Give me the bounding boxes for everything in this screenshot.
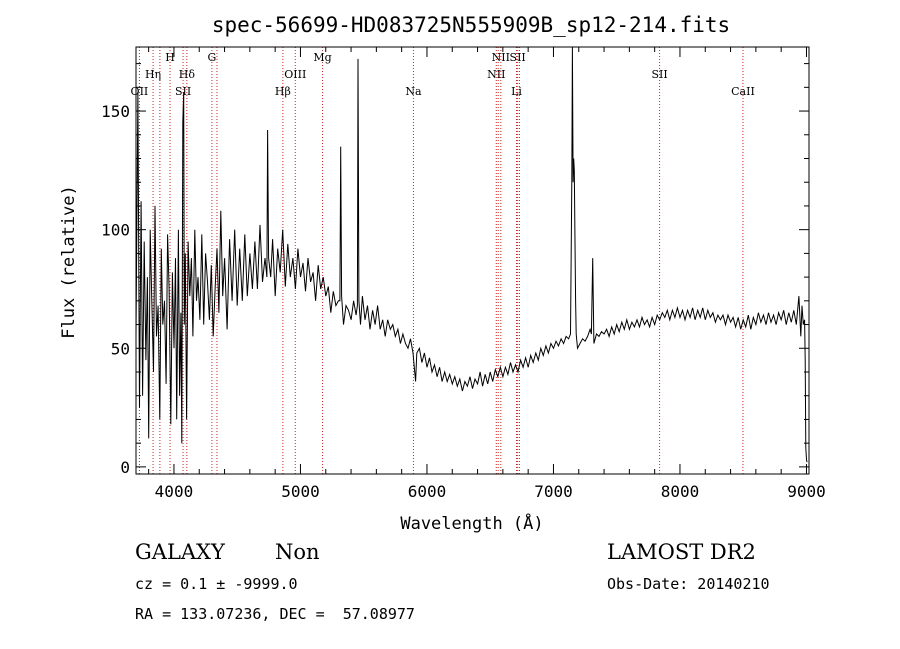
spectral-line-label: G — [208, 51, 217, 64]
x-axis-label: Wavelength (Å) — [400, 512, 543, 534]
x-tick-label: 4000 — [155, 482, 194, 501]
survey-name: LAMOST DR2 — [607, 540, 756, 564]
spectral-line-label: SII — [175, 85, 191, 98]
spectral-line-label: Mg — [313, 51, 331, 64]
spectral-line-label: SII — [651, 68, 667, 81]
obs-date: Obs-Date: 20140210 — [607, 575, 770, 593]
object-class: GALAXY — [135, 540, 226, 564]
spectral-line-label: SII — [510, 51, 526, 64]
y-axis-ticks: 0 50 100 150 — [101, 63, 809, 477]
object-subclass: Non — [275, 540, 320, 564]
plot-frame — [135, 46, 810, 475]
x-axis-ticks: 4000 5000 6000 7000 8000 9000 — [148, 47, 826, 501]
spectral-line-label: H — [165, 51, 175, 64]
y-tick-label: 150 — [101, 102, 130, 121]
x-tick-label: 8000 — [661, 482, 700, 501]
x-tick-label: 7000 — [534, 482, 573, 501]
spectral-line-label: OII — [131, 85, 149, 98]
chart-title: spec-56699-HD083725N555909B_sp12-214.fit… — [212, 13, 730, 37]
spectral-line-label: Na — [405, 85, 422, 98]
spectral-line-label: NII — [487, 68, 505, 81]
spectral-line-label: Hβ — [275, 85, 291, 98]
spectral-line-label: OIII — [284, 68, 306, 81]
y-tick-label: 50 — [111, 339, 130, 358]
spectral-line-label: Li — [511, 85, 522, 98]
y-axis-label: Flux (relative) — [59, 185, 79, 339]
redshift-line: cz = 0.1 ± -9999.0 — [135, 575, 298, 593]
spectral-line-label: CaII — [731, 85, 755, 98]
spectrum-series — [135, 46, 808, 463]
coordinates-line: RA = 133.07236, DEC = 57.08977 — [135, 605, 415, 623]
spectral-line-label: Hη — [145, 68, 161, 81]
x-tick-label: 6000 — [408, 482, 447, 501]
spectral-line-label: NII — [492, 51, 510, 64]
x-tick-label: 5000 — [281, 482, 320, 501]
spectrum-line — [135, 46, 808, 463]
spectral-line-label: Hδ — [179, 68, 196, 81]
spectral-line-markers — [138, 47, 744, 474]
y-tick-label: 100 — [101, 221, 130, 240]
x-tick-label: 9000 — [787, 482, 826, 501]
y-tick-label: 0 — [120, 458, 130, 477]
